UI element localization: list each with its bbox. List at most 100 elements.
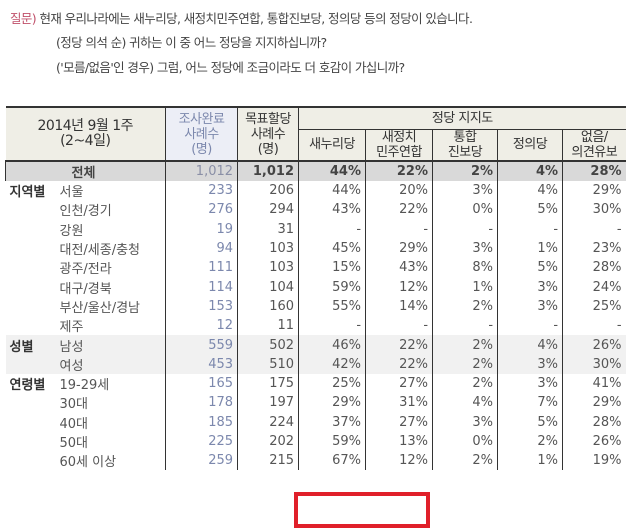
table-row: 제주 12 11- - - - -	[6, 316, 626, 336]
support-value: 45%	[298, 238, 366, 259]
question-line-2: (정당 의석 순) 귀하는 이 중 어느 정당을 지지하십니까?	[56, 35, 327, 50]
target-count: 510	[237, 354, 299, 374]
target-count: 215	[237, 451, 299, 471]
support-value: 2%	[432, 296, 498, 317]
support-value: 14%	[365, 296, 433, 317]
row-label: 전체	[4, 160, 166, 181]
row-group	[5, 354, 56, 374]
support-value: 30%	[562, 200, 626, 220]
target-count: 103	[237, 238, 299, 259]
row-label: 대구/경북	[59, 281, 112, 297]
support-value: 44%	[298, 181, 366, 201]
highlight-box	[294, 492, 430, 528]
row-group	[6, 316, 56, 335]
row-group	[6, 258, 56, 277]
target-count: 502	[237, 335, 299, 355]
support-value: 27%	[365, 412, 433, 432]
party-header: 정의당	[497, 128, 563, 161]
support-value: 46%	[298, 335, 366, 355]
target-count: 160	[237, 296, 299, 317]
support-value: 41%	[562, 373, 626, 394]
completed-count: 12	[165, 316, 238, 336]
row-group	[6, 277, 56, 296]
table-row: 지역별 서울 233 206 44% 20% 3% 4% 29%	[6, 181, 626, 201]
row-group	[6, 239, 56, 258]
row-label: 50대	[59, 436, 89, 451]
support-value: 27%	[365, 373, 433, 394]
row-label: 서울	[59, 185, 84, 201]
target-count: 1,012	[237, 160, 299, 181]
table-row: 대전/세종/충청 94 103 45% 29% 3% 1% 23%	[6, 238, 626, 259]
support-value: 15%	[298, 258, 366, 278]
target-count: 197	[237, 393, 299, 413]
party-header: 통합 진보당	[432, 128, 498, 161]
table-row: 60세 이상 259 215 67% 12% 2% 1% 19%	[6, 451, 626, 471]
completed-count: 559	[165, 335, 238, 355]
row-group	[6, 451, 56, 470]
row-group	[6, 200, 56, 219]
table-row: 대구/경북 114 104 59% 12% 1% 3% 24%	[6, 277, 626, 297]
support-value: 44%	[298, 160, 366, 181]
support-value: 26%	[562, 431, 626, 452]
row-label: 부산/울산/경남	[59, 300, 141, 316]
support-value: 25%	[562, 296, 626, 317]
support-value: 42%	[298, 354, 366, 374]
support-value: 55%	[298, 296, 366, 317]
table-row: 여성 453 510 42% 22% 2% 3% 30%	[5, 354, 626, 374]
support-value: 29%	[298, 393, 366, 413]
support-value: 1%	[497, 238, 563, 259]
question-text: 현재 우리나라에는 새누리당, 새정치민주연합, 통합진보당, 정의당 등의 정…	[39, 11, 473, 26]
support-value: -	[298, 316, 366, 336]
row-label: 광주/전라	[59, 262, 112, 278]
target-count: 206	[237, 181, 299, 201]
table-row: 성별 남성 559 502 46% 22% 2% 4% 26%	[5, 335, 626, 355]
support-value: 1%	[497, 451, 563, 471]
support-value: 1%	[432, 277, 498, 297]
support-value: 28%	[562, 258, 626, 278]
support-value: 43%	[365, 258, 433, 278]
row-group: 지역별	[9, 185, 46, 201]
support-value: 28%	[562, 160, 626, 181]
row-group	[6, 297, 56, 316]
completed-count: 453	[165, 354, 238, 374]
completed-count: 153	[165, 296, 238, 317]
table-row: 부산/울산/경남 153 160 55% 14% 2% 3% 25%	[6, 296, 626, 317]
row-label: 30대	[59, 397, 89, 413]
row-group	[6, 413, 56, 432]
support-value: 2%	[497, 431, 563, 452]
support-value: 22%	[365, 335, 433, 355]
party-header: 없음/의견유보	[562, 128, 626, 161]
completed-count: 185	[165, 412, 238, 432]
support-value: 2%	[432, 335, 498, 355]
support-value: 29%	[562, 393, 626, 413]
support-value: 3%	[432, 238, 498, 259]
support-value: 22%	[365, 354, 433, 374]
support-value: 4%	[432, 393, 498, 413]
target-count: 175	[237, 373, 299, 394]
target-count: 11	[237, 316, 299, 336]
completed-count: 1,012	[165, 160, 238, 181]
support-value: 3%	[432, 412, 498, 432]
table-row: 광주/전라 111 103 15% 43% 8% 5% 28%	[6, 258, 626, 278]
row-label: 대전/세종/충청	[59, 243, 141, 259]
support-value: 24%	[562, 277, 626, 297]
party-header: 새누리당	[298, 128, 366, 161]
row-label: 19-29세	[59, 378, 110, 394]
support-value: 4%	[497, 335, 563, 355]
completed-cases-header: 조사완료 사례수 (명)	[165, 106, 238, 161]
table-row: 연령별 19-29세 165 175 25% 27% 2% 3% 41%	[6, 373, 626, 394]
support-value: 30%	[562, 354, 626, 374]
party-support-table: 2014년 9월 1주 (2~4일) 조사완료 사례수 (명) 목표할당 사례수 (명) …	[4, 106, 626, 471]
target-count: 104	[237, 277, 299, 297]
support-value: -	[562, 316, 626, 336]
support-value: -	[365, 219, 433, 239]
support-value: -	[432, 219, 498, 239]
support-value: 5%	[497, 258, 563, 278]
support-value: -	[298, 219, 366, 239]
row-group	[6, 393, 56, 412]
support-value: 3%	[497, 296, 563, 317]
support-value: -	[432, 316, 498, 336]
table-row: 인천/경기 276 294 43% 22% 0% 5% 30%	[6, 200, 626, 220]
support-value: 43%	[298, 200, 366, 220]
target-count: 202	[237, 431, 299, 452]
